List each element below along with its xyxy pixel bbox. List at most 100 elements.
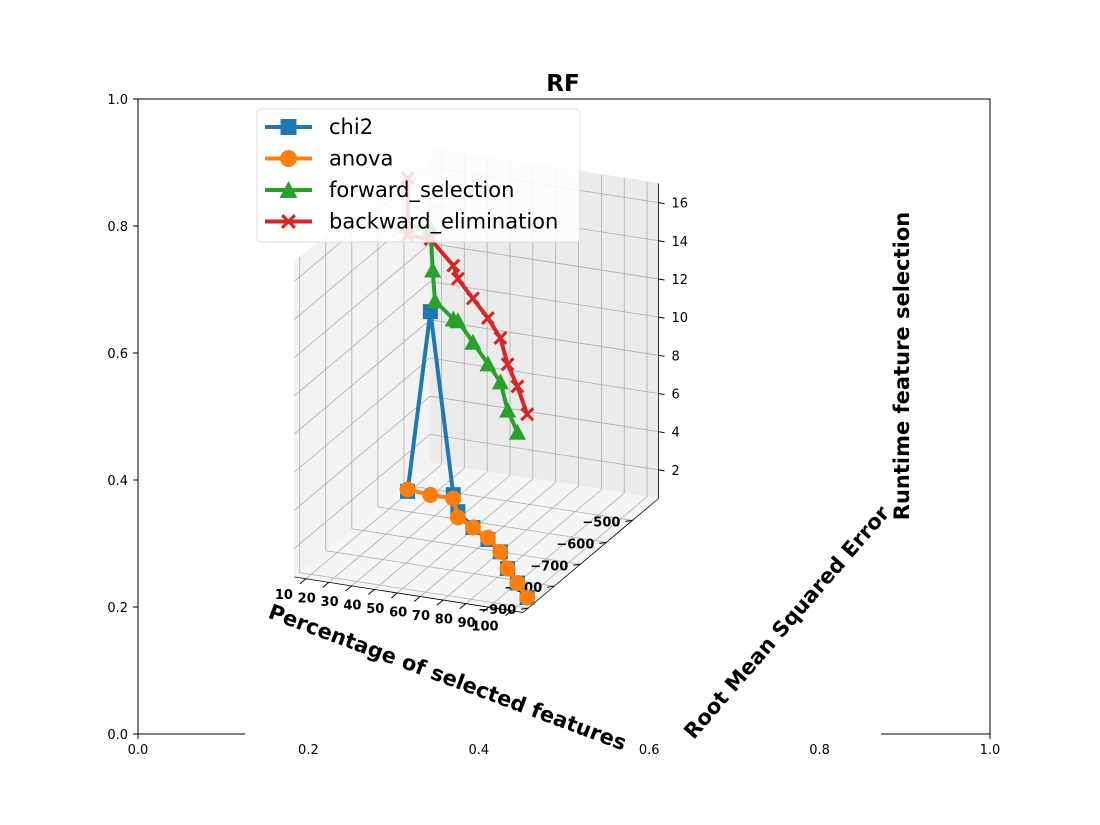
grid-line — [429, 395, 659, 433]
x-axis-line — [294, 576, 524, 613]
z-tick-label: 10 — [672, 311, 689, 326]
legend-label: backward_elimination — [329, 210, 558, 235]
x-tick-mark — [345, 585, 352, 592]
x-tick-label: 70 — [412, 609, 430, 624]
grid-line — [403, 484, 633, 521]
data-point — [491, 373, 509, 390]
data-point — [445, 490, 462, 507]
y-tick-label: −700 — [530, 559, 568, 574]
grid-line — [351, 471, 488, 587]
outer-y-tick-label: 0.8 — [107, 220, 128, 235]
data-point — [492, 543, 509, 560]
legend-marker — [279, 181, 298, 198]
y-axis-line — [522, 498, 659, 613]
z-tick-mark — [658, 469, 665, 472]
grid-line — [429, 319, 659, 356]
outer-y-tick-label: 1.0 — [107, 93, 128, 108]
grid-line — [305, 464, 442, 580]
grid-line — [442, 485, 579, 601]
data-point — [449, 509, 466, 526]
outer-x-tick-label: 0.0 — [128, 743, 149, 758]
data-point — [446, 258, 461, 273]
y-tick-mark — [573, 563, 581, 566]
x-tick-label: 90 — [458, 616, 476, 631]
x-tick-label: 50 — [366, 602, 384, 617]
grid-line — [374, 475, 511, 590]
z-tick-label: 12 — [672, 273, 689, 288]
z-tick-mark — [658, 354, 665, 357]
z-tick-mark — [658, 393, 665, 395]
grid-line — [465, 489, 602, 604]
grid-line — [294, 319, 431, 435]
legend-entries: chi2 anova forward_selection backward_elimi… — [265, 115, 558, 235]
legend-marker — [281, 214, 296, 229]
x-tick-mark — [368, 589, 375, 595]
legend-marker — [280, 150, 297, 167]
z-tick-mark — [658, 278, 665, 281]
legend-label: anova — [329, 147, 393, 171]
x-tick-mark — [505, 610, 512, 617]
y-tick-mark — [547, 585, 555, 588]
data-point — [465, 291, 480, 306]
y-tick-label: −600 — [556, 537, 594, 552]
legend-entry: chi2 — [265, 115, 373, 139]
x-tick-mark — [391, 592, 398, 599]
data-point — [399, 481, 416, 498]
series-line — [407, 487, 529, 599]
grid-line — [328, 468, 465, 583]
grid-line — [294, 395, 431, 511]
grid-line — [299, 572, 529, 609]
data-point — [493, 331, 508, 345]
y-tick-mark — [625, 519, 633, 522]
y-tick-mark — [521, 607, 529, 610]
x-tick-label: 10 — [275, 588, 293, 603]
x-tick-mark — [413, 596, 421, 602]
data-point — [422, 486, 439, 503]
grid-line — [429, 433, 659, 471]
data-point — [479, 529, 496, 546]
axis-lines — [294, 183, 659, 613]
grid-line — [397, 478, 534, 594]
grid-line — [429, 357, 659, 394]
z-tick-mark — [658, 316, 665, 319]
outer-y-tick-label: 0.6 — [107, 347, 128, 362]
data-point — [519, 589, 536, 606]
legend-label: chi2 — [329, 115, 373, 139]
data-point — [426, 292, 444, 309]
z-tick-label: 8 — [672, 349, 680, 364]
chart-title: RF — [546, 71, 579, 97]
legend-entry: anova — [265, 147, 393, 171]
data-point — [479, 355, 497, 372]
z-tick-label: 6 — [672, 388, 680, 403]
z-tick-mark — [658, 240, 665, 243]
data-point — [510, 379, 525, 394]
outer-y-ticks: 0.0 0.2 0.4 0.6 0.8 1.0 — [107, 93, 138, 743]
grid-line — [294, 357, 431, 473]
outer-x-tick-label: 0.8 — [809, 743, 830, 758]
y-tick-label: −500 — [582, 515, 620, 530]
data-point — [480, 311, 495, 326]
grid-line — [294, 434, 431, 549]
data-point — [424, 261, 442, 278]
outer-x-tick-label: 0.4 — [468, 743, 489, 758]
x-tick-label: 20 — [298, 591, 316, 606]
data-point — [449, 312, 467, 329]
x-tick-label: 100 — [471, 620, 498, 635]
legend-box — [256, 108, 581, 243]
z-tick-mark — [658, 202, 665, 205]
data-point — [500, 357, 515, 372]
data-point — [450, 271, 465, 286]
x-tick-mark — [322, 581, 330, 588]
grid-line — [429, 281, 659, 318]
data-point — [509, 575, 526, 592]
legend-marker — [280, 119, 297, 135]
y-tick-mark — [599, 541, 607, 544]
z-axis-label: Runtime feature selection — [890, 212, 914, 520]
legend: chi2 anova forward_selection backward_elimi… — [256, 108, 581, 243]
z-tick-label: 2 — [672, 464, 680, 479]
z-axis-ticks: 2 4 6 8 10 12 14 16 — [658, 197, 689, 479]
grid-line — [377, 506, 607, 543]
y-tick-label: −900 — [478, 603, 516, 618]
x-tick-label: 60 — [389, 606, 407, 621]
